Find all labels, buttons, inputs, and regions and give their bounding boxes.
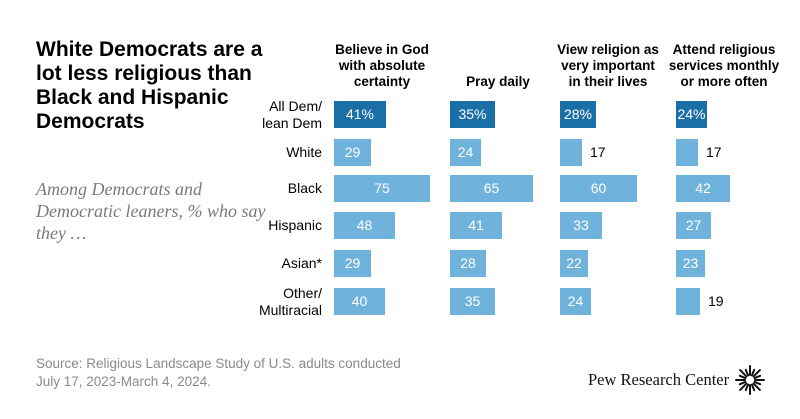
row-label: White [286, 144, 322, 161]
brand-name: Pew Research Center [588, 370, 730, 389]
bar [676, 101, 707, 128]
data-label: 60 [590, 180, 607, 196]
data-label: 24 [457, 144, 474, 160]
bar [450, 288, 495, 315]
column-header-line: very important [561, 58, 655, 73]
bar [450, 250, 486, 277]
row-label-line: White [286, 144, 322, 160]
chart-title: White Democrats are a lot less religious… [36, 38, 263, 133]
data-label: 22 [566, 255, 582, 271]
row-label: Other/Multiracial [259, 285, 322, 319]
data-label: 19 [708, 293, 724, 309]
bar [334, 288, 385, 315]
data-label: 27 [685, 217, 702, 233]
column-header: Pray daily [423, 74, 573, 90]
data-label: 24 [567, 293, 584, 309]
data-label: 41 [468, 217, 484, 233]
bar [334, 175, 430, 202]
bar [676, 288, 700, 315]
bar [676, 250, 705, 277]
bar [450, 139, 481, 166]
row-label-line: Asian* [281, 255, 322, 271]
bar [560, 212, 602, 239]
bar [334, 250, 371, 277]
column-header-line: View religion as [557, 42, 659, 57]
data-label: 17 [706, 144, 722, 160]
sunburst-ray [738, 380, 747, 386]
sunburst-ray [739, 369, 748, 378]
row-label-line: Other/ [283, 284, 322, 301]
row-label-line: All Dem/ [269, 97, 322, 114]
bar [334, 139, 371, 166]
data-label: 28% [563, 106, 593, 122]
bar [560, 101, 596, 128]
data-label: 40 [351, 293, 368, 309]
data-label: 33 [573, 217, 589, 233]
data-label: 23 [682, 255, 699, 271]
bar [560, 288, 591, 315]
data-label: 41% [345, 106, 375, 122]
column-header: Attend religious services monthly or more … [649, 42, 799, 90]
data-label: 48 [356, 217, 373, 233]
column-header-line: in their lives [568, 74, 648, 89]
sunburst-ray [744, 368, 750, 377]
data-label: 28 [460, 255, 476, 271]
sunburst-ray [751, 383, 756, 392]
data-label: 29 [344, 144, 361, 160]
sunburst-ray [753, 380, 762, 386]
row-label-line: Multiracial [258, 301, 322, 318]
column-header-line: Pray daily [466, 74, 530, 89]
column-header: View religion as very important in their l… [533, 42, 683, 90]
bar [560, 139, 582, 166]
sunburst-ray [752, 369, 762, 378]
data-label: 75 [374, 180, 390, 196]
row-label-line: lean Dem [262, 114, 322, 131]
bar [676, 175, 730, 202]
data-label: 65 [483, 180, 500, 196]
column-header-line: Attend religious [672, 42, 776, 57]
row-label: Hispanic [268, 217, 322, 234]
data-label: 35 [464, 293, 481, 309]
sunburst-ray [738, 374, 747, 380]
row-label: All Dem/lean Dem [262, 98, 322, 132]
bar [334, 101, 386, 128]
source-line-1: Source: Religious Landscape Study of U.S… [36, 356, 401, 371]
data-label: 24% [677, 106, 706, 122]
column-header: Believe in God with absolute certainty [307, 42, 457, 90]
pew-sunburst-icon [735, 365, 766, 395]
sunburst-ray [744, 383, 750, 392]
data-label: 35% [458, 106, 487, 122]
bar [450, 175, 533, 202]
sunburst-ray [752, 382, 762, 391]
bar [560, 250, 588, 277]
bar [450, 101, 495, 128]
data-label: 42 [695, 180, 711, 196]
column-header-line: or more often [680, 74, 768, 89]
row-label: Asian* [282, 255, 322, 272]
source-line-2: July 17, 2023-March 4, 2024. [36, 374, 211, 389]
column-header-line: certainty [353, 74, 411, 89]
bar [676, 139, 698, 166]
brand-logo: Pew Research Center [588, 365, 766, 395]
column-header-line: Believe in God [335, 42, 429, 57]
column-header-line: services monthly [668, 58, 780, 73]
sunburst-ray [751, 368, 756, 377]
sunburst-ray [753, 374, 762, 380]
bar [560, 175, 637, 202]
bar [450, 212, 502, 239]
data-label: 29 [344, 255, 361, 271]
row-label: Black [288, 180, 322, 197]
chart-subtitle: Among Democrats and Democratic leaners, … [36, 179, 266, 243]
source-note: Source: Religious Landscape Study of U.S… [36, 355, 401, 391]
bar [334, 212, 395, 239]
row-label-line: Black [287, 180, 322, 196]
column-header-line: with absolute [338, 58, 426, 73]
data-label: 17 [590, 144, 606, 160]
row-label-line: Hispanic [268, 217, 322, 233]
bar [676, 212, 711, 239]
sunburst-ray [739, 382, 748, 391]
